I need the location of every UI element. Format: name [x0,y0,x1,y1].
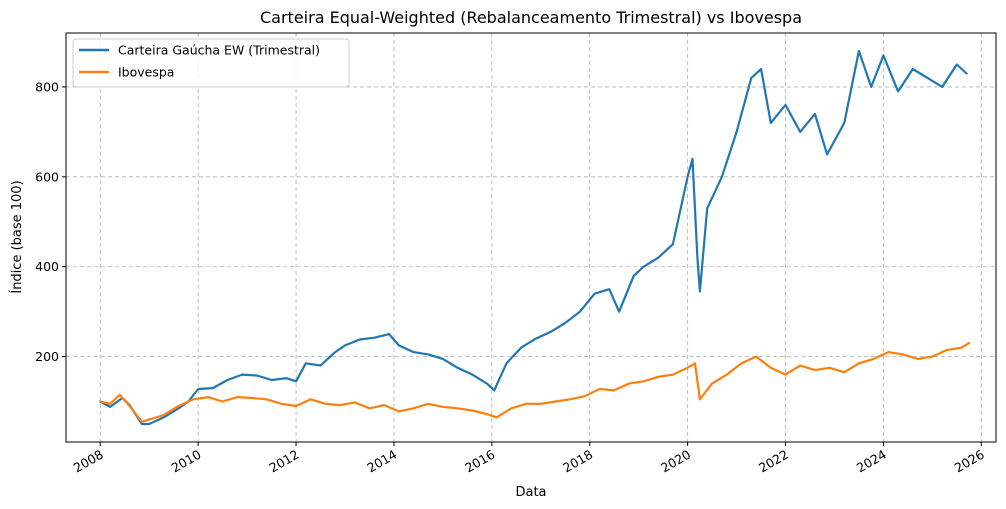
legend-label-carteira: Carteira Gaúcha EW (Trimestral) [118,43,320,58]
x-axis-label: Data [515,485,546,500]
y-axis: 200 400 600 800 [35,79,66,364]
x-tick-label: 2018 [560,447,595,476]
x-tick-label: 2012 [267,447,302,476]
series-line-ibovespa [99,342,971,423]
y-tick-label: 800 [35,79,59,94]
y-axis-label: Índice (base 100) [9,180,25,293]
series-layer [99,49,971,426]
x-axis: 2008 2010 2012 2014 2016 2018 2020 2022 2024 2026 [71,442,987,476]
series-line-carteira [99,49,968,426]
x-tick-label: 2026 [952,447,987,476]
y-tick-label: 200 [35,349,59,364]
y-tick-label: 600 [35,169,59,184]
legend-box [72,38,350,88]
x-tick-label: 2008 [71,447,106,476]
x-tick-label: 2014 [364,447,399,476]
x-tick-label: 2020 [658,447,693,476]
x-tick-label: 2016 [462,447,497,476]
x-tick-label: 2022 [756,447,791,476]
legend-label-ibovespa: Ibovespa [118,65,174,80]
plot-area [66,33,996,442]
chart-title: Carteira Equal-Weighted (Rebalanceamento… [260,8,802,27]
x-tick-label: 2024 [854,447,889,476]
y-tick-label: 400 [35,259,59,274]
legend: Carteira Gaúcha EW (Trimestral) Ibovespa [72,38,350,88]
plot-frame [65,32,997,443]
x-tick-label: 2010 [169,447,204,476]
